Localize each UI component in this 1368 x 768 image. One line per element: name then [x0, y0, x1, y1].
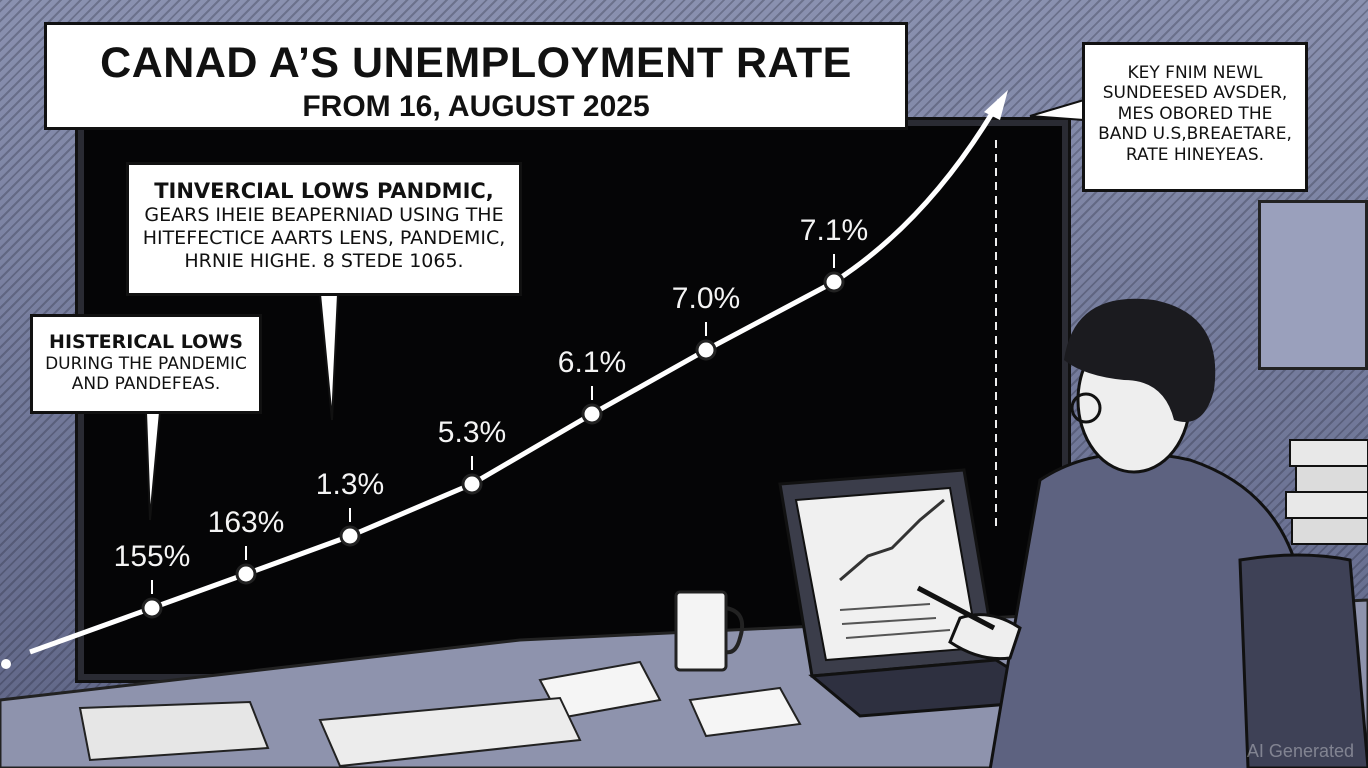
data-label: 7.1%	[799, 214, 869, 247]
callout-line: KEY FNIM NEWL	[1127, 63, 1263, 83]
book	[1295, 465, 1368, 493]
callout-tail-right	[1029, 98, 1085, 122]
paper-stack	[318, 696, 582, 768]
data-point	[823, 271, 845, 293]
callout-left: HISTERICAL LOWS DURING THE PANDEMIC AND …	[30, 314, 262, 414]
wall-picture-frame	[1258, 200, 1368, 370]
book	[1289, 439, 1368, 467]
callout-line: BAND U.S,BREAETARE,	[1098, 124, 1292, 145]
callout-tail-left	[144, 411, 162, 521]
callout-line: AND PANDEFEAS.	[71, 374, 221, 395]
callout-line: HITEFECTICE AARTS LENS, PANDEMIC,	[142, 226, 506, 249]
series-start-dot	[1, 659, 11, 669]
callout-line: TINVERCIAL LOWS PANDMIC,	[154, 179, 494, 203]
callout-line: RATE HINEYEAS.	[1125, 144, 1265, 165]
callout-line: SUNDEESED AVSDER,	[1102, 83, 1288, 104]
title-banner: CANAD A’S UNEMPLOYMENT RATE FROM 16, AUG…	[44, 22, 908, 130]
callout-line: GEARS IHEIE BEAPERNIAD USING THE	[144, 204, 504, 227]
data-point	[581, 403, 603, 425]
data-label: 5.3%	[437, 416, 507, 449]
data-label: 163%	[207, 506, 285, 539]
callout-line: HRNIE HIGHE. 8 STEDE 1065.	[184, 249, 464, 272]
book	[1285, 491, 1368, 519]
callout-tail-middle	[318, 293, 340, 421]
chart-subtitle: FROM 16, AUGUST 2025	[302, 90, 650, 123]
book	[1291, 517, 1368, 545]
callout-line: MES OBORED THE	[1117, 103, 1273, 124]
person-hand	[948, 613, 1022, 661]
callout-middle: TINVERCIAL LOWS PANDMIC, GEARS IHEIE BEA…	[126, 162, 522, 296]
book-stack	[78, 700, 270, 762]
series-line	[29, 98, 1003, 655]
pen	[916, 585, 996, 631]
data-point	[235, 563, 257, 585]
data-point	[141, 597, 163, 619]
chart-marks	[1, 90, 1008, 669]
data-point	[339, 525, 361, 547]
watermark: AI Generated	[1246, 741, 1354, 761]
trend-arrowhead	[984, 90, 1008, 120]
paper-note	[688, 686, 802, 738]
chart-title: CANAD A’S UNEMPLOYMENT RATE	[100, 39, 852, 87]
callout-line: DURING THE PANDEMIC	[45, 353, 247, 374]
data-point	[695, 339, 717, 361]
callout-right: KEY FNIM NEWL SUNDEESED AVSDER, MES OBOR…	[1082, 42, 1308, 192]
callout-line: HISTERICAL LOWS	[49, 331, 243, 353]
chair	[1238, 553, 1368, 768]
data-label: 7.0%	[671, 282, 741, 315]
person-hair	[1064, 298, 1216, 422]
data-point	[461, 473, 483, 495]
data-label: 1.3%	[315, 468, 385, 501]
data-label: 155%	[113, 540, 191, 573]
coffee-cup	[674, 590, 728, 672]
glasses	[1070, 392, 1102, 424]
data-label: 6.1%	[557, 346, 627, 379]
